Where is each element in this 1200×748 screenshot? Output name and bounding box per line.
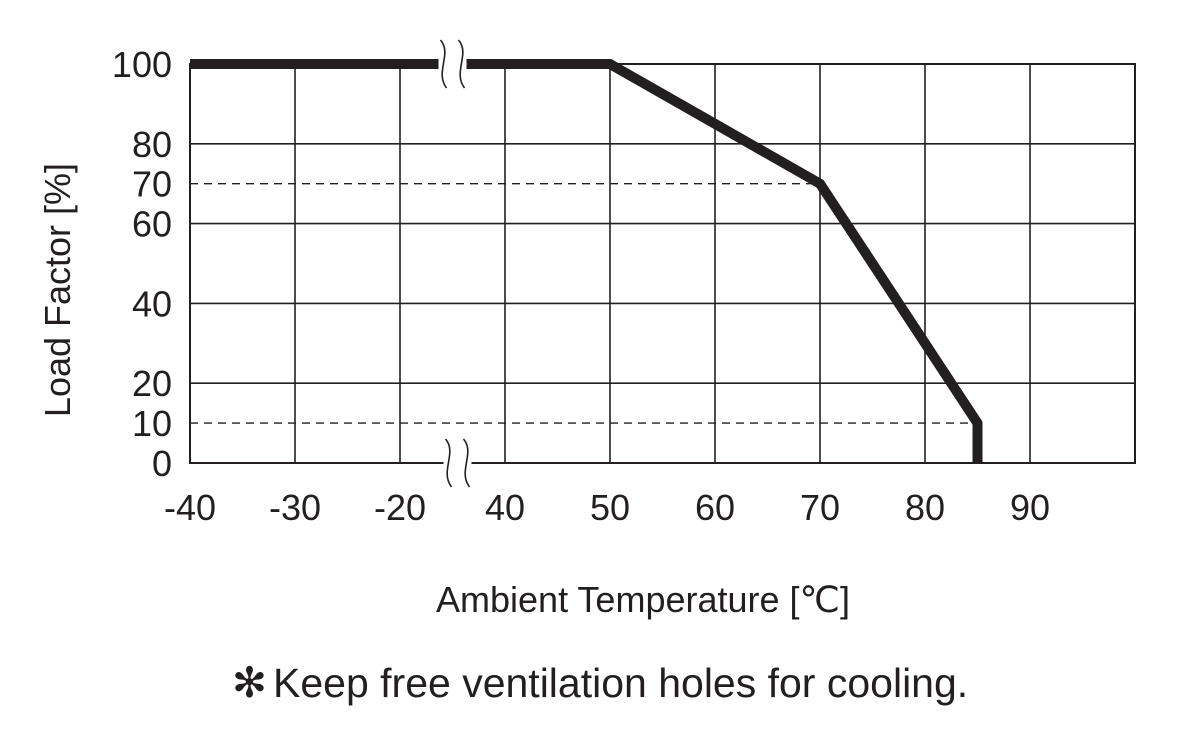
y-tick-label: 0 <box>152 443 172 484</box>
derating-curve <box>190 59 983 463</box>
ventilation-note-text: Keep free ventilation holes for cooling. <box>273 660 969 706</box>
y-tick-label: 80 <box>132 124 172 165</box>
plot-border <box>189 63 1136 464</box>
x-tick-label: -30 <box>269 487 321 528</box>
x-tick-label: 60 <box>695 487 735 528</box>
x-axis-label: Ambient Temperature [℃] <box>436 579 850 620</box>
y-tick-label: 40 <box>132 283 172 324</box>
grid <box>190 64 1135 463</box>
axis-break-stroke <box>444 438 453 488</box>
axis-break-stroke <box>457 39 466 89</box>
y-axis-label: Load Factor [%] <box>37 163 78 417</box>
plot-frame <box>189 63 1136 464</box>
x-tick-labels: -40 -30 -20 40 50 60 70 80 90 <box>164 487 1050 528</box>
x-tick-label: 40 <box>485 487 525 528</box>
axis-break-stroke <box>462 438 471 488</box>
x-tick-label: -40 <box>164 487 216 528</box>
asterisk-icon: ✻ <box>231 659 268 706</box>
axis-break-bottom <box>443 438 472 488</box>
y-tick-label: 60 <box>132 204 172 245</box>
x-tick-label: 80 <box>905 487 945 528</box>
y-tick-label: 10 <box>132 403 172 444</box>
series <box>190 59 983 463</box>
y-tick-label: 20 <box>132 363 172 404</box>
axis-break-stroke <box>439 39 448 89</box>
axis-break-top <box>438 39 467 89</box>
ventilation-note: ✻ Keep free ventilation holes for cooling… <box>0 655 1200 711</box>
x-tick-label: 50 <box>590 487 630 528</box>
y-tick-label: 100 <box>112 44 172 85</box>
x-tick-label: 70 <box>800 487 840 528</box>
y-tick-label: 70 <box>132 164 172 205</box>
x-tick-label: -20 <box>374 487 426 528</box>
axis-break-marks <box>438 39 472 488</box>
x-tick-label: 90 <box>1010 487 1050 528</box>
reference-lines <box>190 182 978 424</box>
